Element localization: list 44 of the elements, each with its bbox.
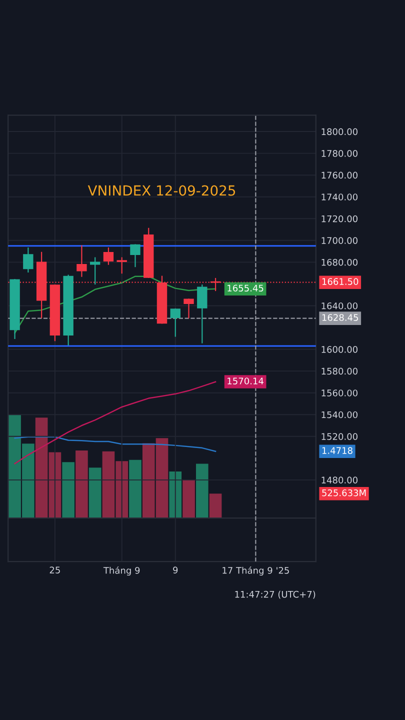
text: 525.633M <box>322 489 366 496</box>
y-tick-label: 1600.00 <box>322 346 358 353</box>
data-label: 1655.45 <box>228 284 264 292</box>
candlestick <box>103 247 114 265</box>
y-tick-label: 1520.00 <box>322 433 358 440</box>
bar <box>209 494 222 518</box>
ref-line-label: 1628.45 <box>322 314 358 321</box>
y-tick-label: 1740.00 <box>322 194 358 200</box>
y-tick-label: 1780.00 <box>322 150 358 157</box>
data-label: 1570.14 <box>228 378 264 384</box>
bar <box>76 450 88 518</box>
x-tick-label: 17 Tháng 9 '25 <box>222 566 289 576</box>
bar <box>196 464 208 518</box>
candlestick <box>116 257 127 274</box>
bar <box>129 460 142 518</box>
x-tick-label: 25 <box>50 566 60 574</box>
y-tick-label: 1800.00 <box>322 128 358 136</box>
candlestick <box>23 247 34 273</box>
y-tick-label: 1540.00 <box>322 411 358 418</box>
y-tick-label: 1760.00 <box>322 172 358 179</box>
bar <box>169 472 182 518</box>
bar <box>182 480 195 518</box>
bar <box>88 468 102 518</box>
x-tick-label: Tháng 9 <box>103 566 140 576</box>
candlestick <box>184 298 194 318</box>
ref-line-label: 1661.50 <box>322 278 358 285</box>
y-tick-label: 1560.00 <box>322 390 358 396</box>
candlestick <box>197 284 208 344</box>
y-tick-label: 1480.00 <box>322 476 358 484</box>
y-tick-label: 1720.00 <box>322 215 358 222</box>
line-series <box>14 381 216 464</box>
y-tick-label: 1580.00 <box>322 368 358 375</box>
text: 11:47:27 (UTC+7) <box>235 590 316 599</box>
text: 1.4718 <box>322 447 352 454</box>
y-tick-label: 1700.00 <box>322 237 358 244</box>
text: VNINDEX 12-09-2025 <box>88 185 236 196</box>
candlestick <box>90 257 100 285</box>
y-tick-label: 1680.00 <box>322 258 358 266</box>
candlestick <box>130 244 140 268</box>
candlestick <box>170 308 180 337</box>
candlestick <box>76 245 87 277</box>
x-tick-label: 9 <box>173 566 178 574</box>
y-tick-label: 1640.00 <box>322 302 358 310</box>
bar <box>62 462 74 518</box>
